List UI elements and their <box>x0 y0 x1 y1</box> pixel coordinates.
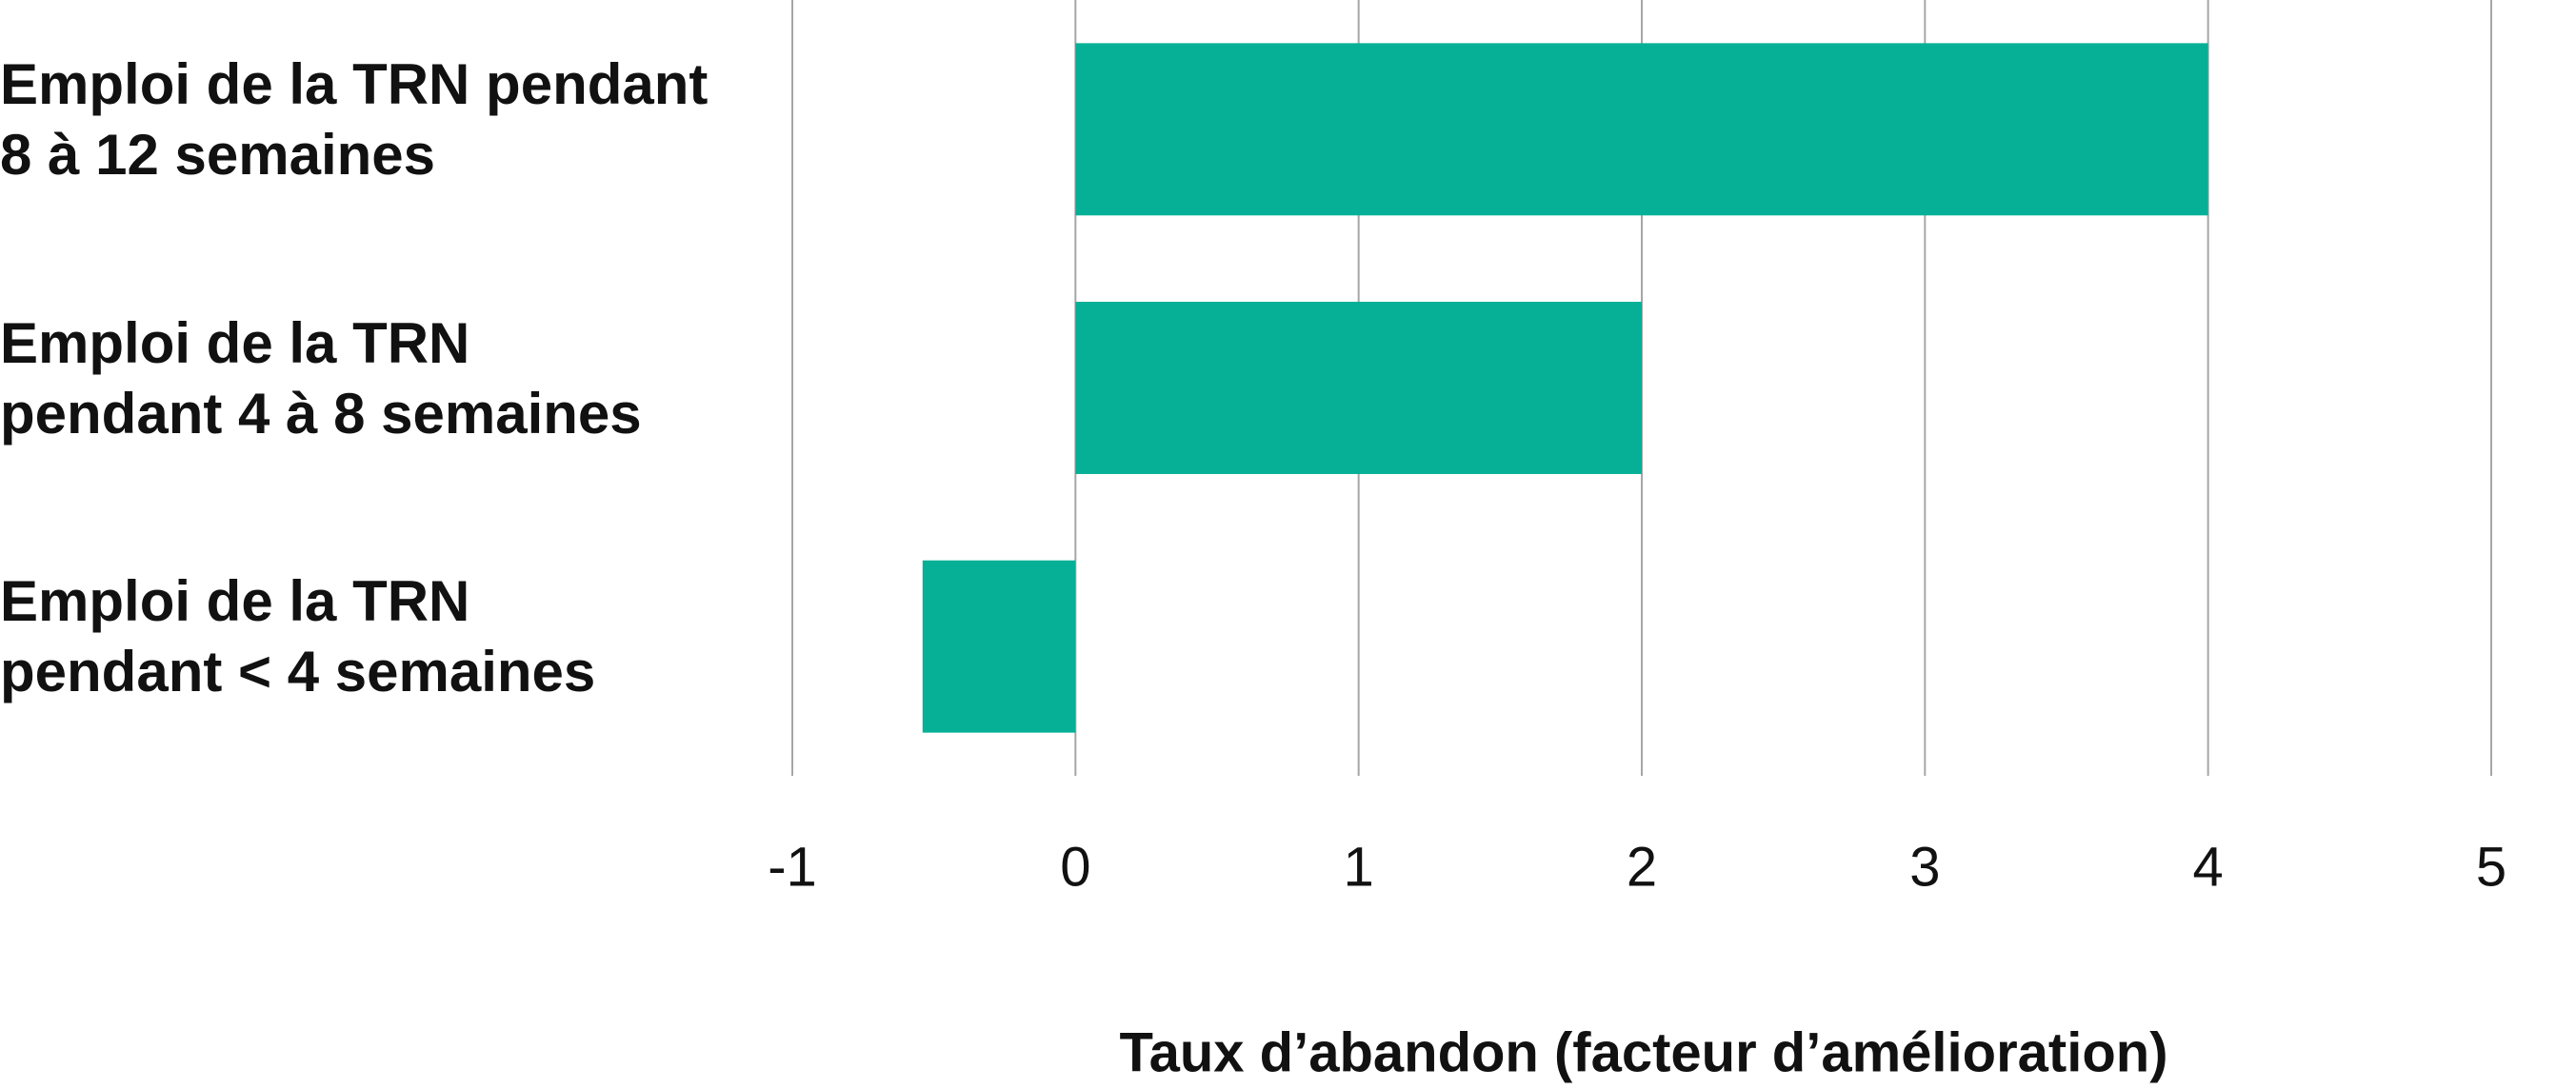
x-tick-label: 0 <box>1060 836 1090 898</box>
y-tick-label: Emploi de la TRN pendant 4 à 8 semaines <box>0 310 642 446</box>
x-tick-label: 2 <box>1627 836 1657 898</box>
x-tick-label: 4 <box>2193 836 2224 898</box>
x-tick-label: 1 <box>1344 836 1374 898</box>
bar <box>1075 302 1642 474</box>
y-tick-label: Emploi de la TRN pendant < 4 semaines <box>0 569 596 704</box>
x-tick-label: 3 <box>1909 836 1940 898</box>
x-axis-title: Taux d’abandon (facteur d’amélioration) <box>1119 1021 2167 1083</box>
x-tick-label: -1 <box>768 836 817 898</box>
bar <box>922 560 1076 733</box>
y-tick-label: Emploi de la TRN pendant 8 à 12 semaines <box>0 51 709 187</box>
x-tick-label: 5 <box>2476 836 2506 898</box>
bar <box>1075 43 2208 216</box>
